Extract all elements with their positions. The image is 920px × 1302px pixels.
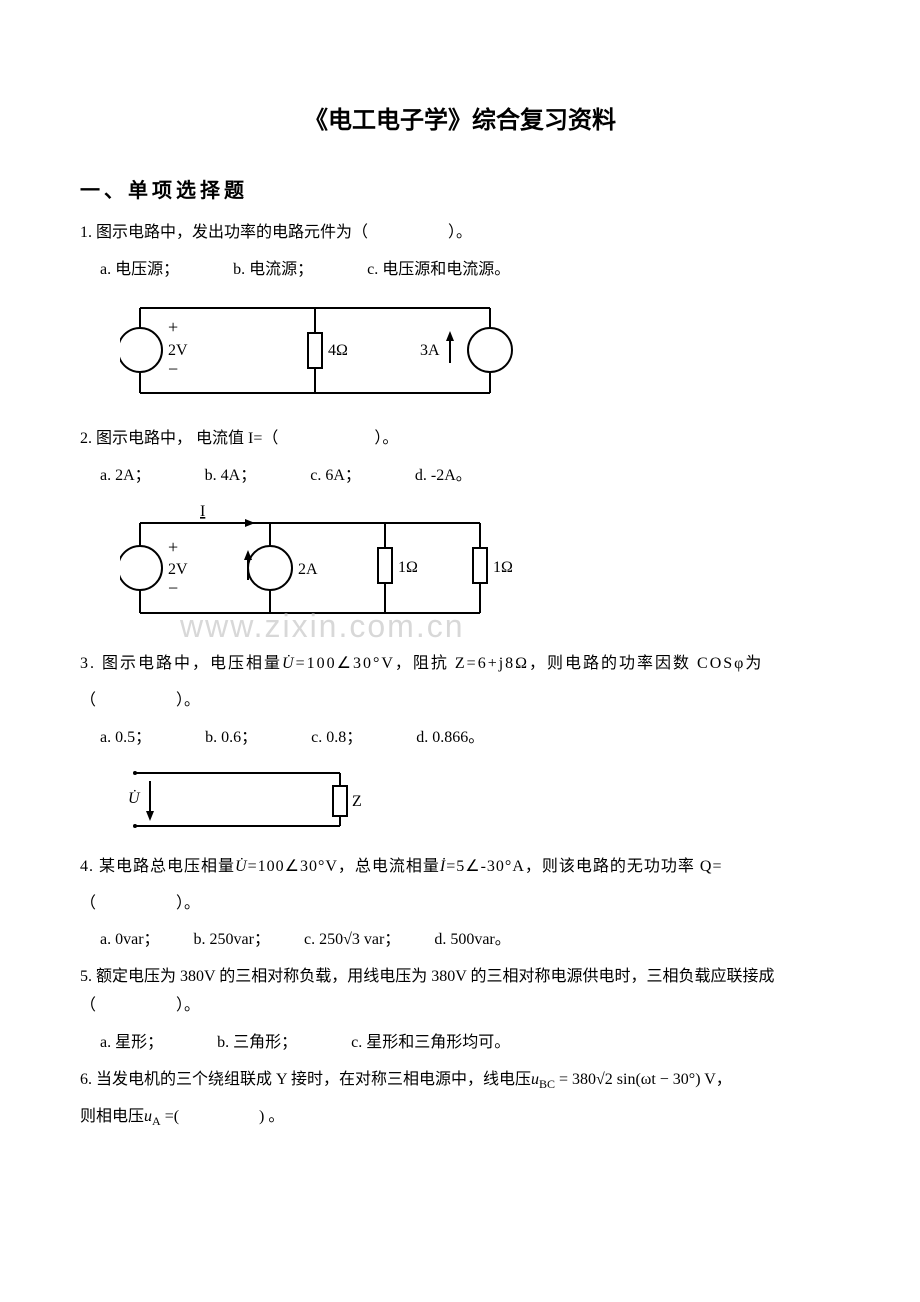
q4-text: 4. 某电路总电压相量U̇=100∠30°V，总电流相量İ=5∠-30°A，则该… xyxy=(80,853,840,882)
q5-opt-b: b. 三角形； xyxy=(217,1029,297,1058)
q2-text: 2. 图示电路中， 电流值 I=（ ）。 xyxy=(80,425,840,454)
q3-opt-a: a. 0.5； xyxy=(100,724,151,753)
q2-opt-c: c. 6A； xyxy=(310,462,361,491)
q2-vsrc-label: 2V xyxy=(168,561,188,578)
q4-opt-a: a. 0var； xyxy=(100,926,160,955)
q2-opt-a: a. 2A； xyxy=(100,462,151,491)
q3-u-val: =100∠30°V，阻抗 Z=6+j8Ω，则电路的功率因数 COSφ为 xyxy=(296,655,764,672)
q5-opt-c: c. 星形和三角形均可。 xyxy=(351,1029,510,1058)
q2-isrc-label: 2A xyxy=(298,561,318,578)
q2-r2-label: 1Ω xyxy=(493,559,513,576)
q4-u-val: =100∠30°V，总电流相量 xyxy=(248,858,440,875)
q1-isrc-label: 3A xyxy=(420,342,440,359)
q4-opt-d: d. 500var。 xyxy=(434,926,510,955)
q3-diagram: U̇ Z xyxy=(120,761,840,841)
q5-text: 5. 额定电压为 380V 的三相对称负载，用线电压为 380V 的三相对称电源… xyxy=(80,963,840,1021)
q4-opt-c: c. 250√3 var； xyxy=(304,926,400,955)
q6-line2-prefix: 则相电压 xyxy=(80,1108,144,1125)
q3-u-expr: U̇ xyxy=(282,655,296,672)
q6-ua: uA xyxy=(144,1108,161,1125)
q2-options: a. 2A； b. 4A； c. 6A； d. -2A。 xyxy=(100,462,840,491)
q4-opt-c-suffix: var； xyxy=(360,931,400,948)
q4-i-val: =5∠-30°A，则该电路的无功功率 Q= xyxy=(446,858,722,875)
section-header: 一、单项选择题 xyxy=(80,173,840,209)
q6-eq: = 380√2 sin(ωt − 30°) V， xyxy=(555,1071,732,1088)
q3-blank: （ ）。 xyxy=(80,687,840,716)
q1-vsrc-label: 2V xyxy=(168,342,188,359)
q2-opt-b: b. 4A； xyxy=(205,462,257,491)
q6-line2: 则相电压uA =( ) 。 xyxy=(80,1103,840,1133)
q3-z-label: Z xyxy=(352,793,362,810)
q2-vsrc-minus: − xyxy=(168,578,178,598)
q1-opt-a: a. 电压源； xyxy=(100,256,179,285)
q1-vsrc-plus: + xyxy=(168,317,178,337)
q1-options: a. 电压源； b. 电流源； c. 电压源和电流源。 xyxy=(100,256,840,285)
q3-opt-b: b. 0.6； xyxy=(205,724,257,753)
q3-u-label: U̇ xyxy=(128,789,141,806)
page-title: 《电工电子学》综合复习资料 xyxy=(80,100,840,143)
q1-text: 1. 图示电路中，发出功率的电路元件为（ ）。 xyxy=(80,219,840,248)
q6-line2-suffix: =( ) 。 xyxy=(161,1108,285,1125)
q1-vsrc-minus: − xyxy=(168,359,178,379)
q3-options: a. 0.5； b. 0.6； c. 0.8； d. 0.866。 xyxy=(100,724,840,753)
q2-i-label: I xyxy=(200,503,205,520)
q2-diagram: I + 2V − 2A 1Ω 1Ω www.zixin.com.cn xyxy=(120,498,840,638)
q4-blank: （ ）。 xyxy=(80,890,840,919)
q4-opt-c-val: 250√3 xyxy=(319,931,360,948)
q4-prefix: 4. 某电路总电压相量 xyxy=(80,858,235,875)
q2-opt-d: d. -2A。 xyxy=(415,462,472,491)
q4-u-expr: U̇ xyxy=(235,858,248,875)
q1-r-label: 4Ω xyxy=(328,342,348,359)
q1-opt-c: c. 电压源和电流源。 xyxy=(367,256,510,285)
q1-diagram: + 2V − 4Ω 3A xyxy=(120,293,840,413)
q6-prefix: 6. 当发电机的三个绕组联成 Y 接时，在对称三相电源中，线电压 xyxy=(80,1071,531,1088)
q2-vsrc-plus: + xyxy=(168,537,178,557)
q6-ubc: uBC xyxy=(531,1071,555,1088)
q3-opt-d: d. 0.866。 xyxy=(416,724,484,753)
watermark: www.zixin.com.cn xyxy=(180,598,465,656)
q6-line1: 6. 当发电机的三个绕组联成 Y 接时，在对称三相电源中，线电压uBC = 38… xyxy=(80,1066,840,1096)
q4-opt-b: b. 250var； xyxy=(194,926,270,955)
q3-opt-c: c. 0.8； xyxy=(311,724,362,753)
q3-prefix: 3. 图示电路中，电压相量 xyxy=(80,655,282,672)
q4-options: a. 0var； b. 250var； c. 250√3 var； d. 500… xyxy=(100,926,840,955)
q5-opt-a: a. 星形； xyxy=(100,1029,163,1058)
q2-r1-label: 1Ω xyxy=(398,559,418,576)
q5-options: a. 星形； b. 三角形； c. 星形和三角形均可。 xyxy=(100,1029,840,1058)
q4-opt-c-prefix: c. xyxy=(304,931,319,948)
q1-opt-b: b. 电流源； xyxy=(233,256,313,285)
